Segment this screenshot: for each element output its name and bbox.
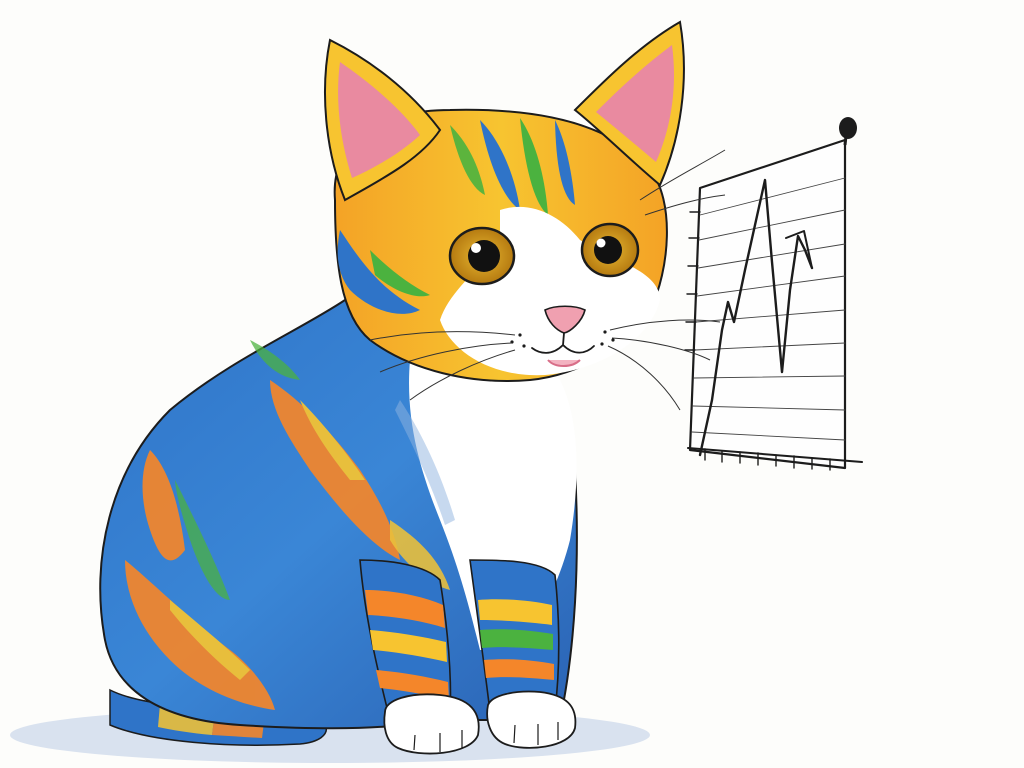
line-chart-drawing: [684, 138, 863, 471]
cat-body-stripes: [125, 340, 450, 710]
cat-drawing: [99, 20, 726, 755]
chart-x-axis: [687, 447, 863, 463]
chart-series-line: [698, 178, 814, 457]
cat-left-eye: [448, 226, 516, 286]
chart-y-ticks: [684, 211, 701, 351]
cat-mouth: [531, 332, 595, 354]
pin-icon: [839, 117, 857, 146]
chart-arrow-head: [785, 230, 813, 269]
cat-whisker-dots: [510, 330, 615, 348]
cat-forehead-stripes: [450, 118, 575, 215]
cat-right-paw: [486, 690, 577, 749]
cat-whiskers: [369, 149, 726, 411]
cat-right-eye: [580, 222, 640, 278]
chart-gridlines: [691, 177, 846, 441]
cat-left-paw: [383, 693, 480, 755]
cat-nose: [544, 305, 586, 334]
chart-x-ticks: [704, 448, 831, 471]
chart-frame: [688, 138, 847, 470]
